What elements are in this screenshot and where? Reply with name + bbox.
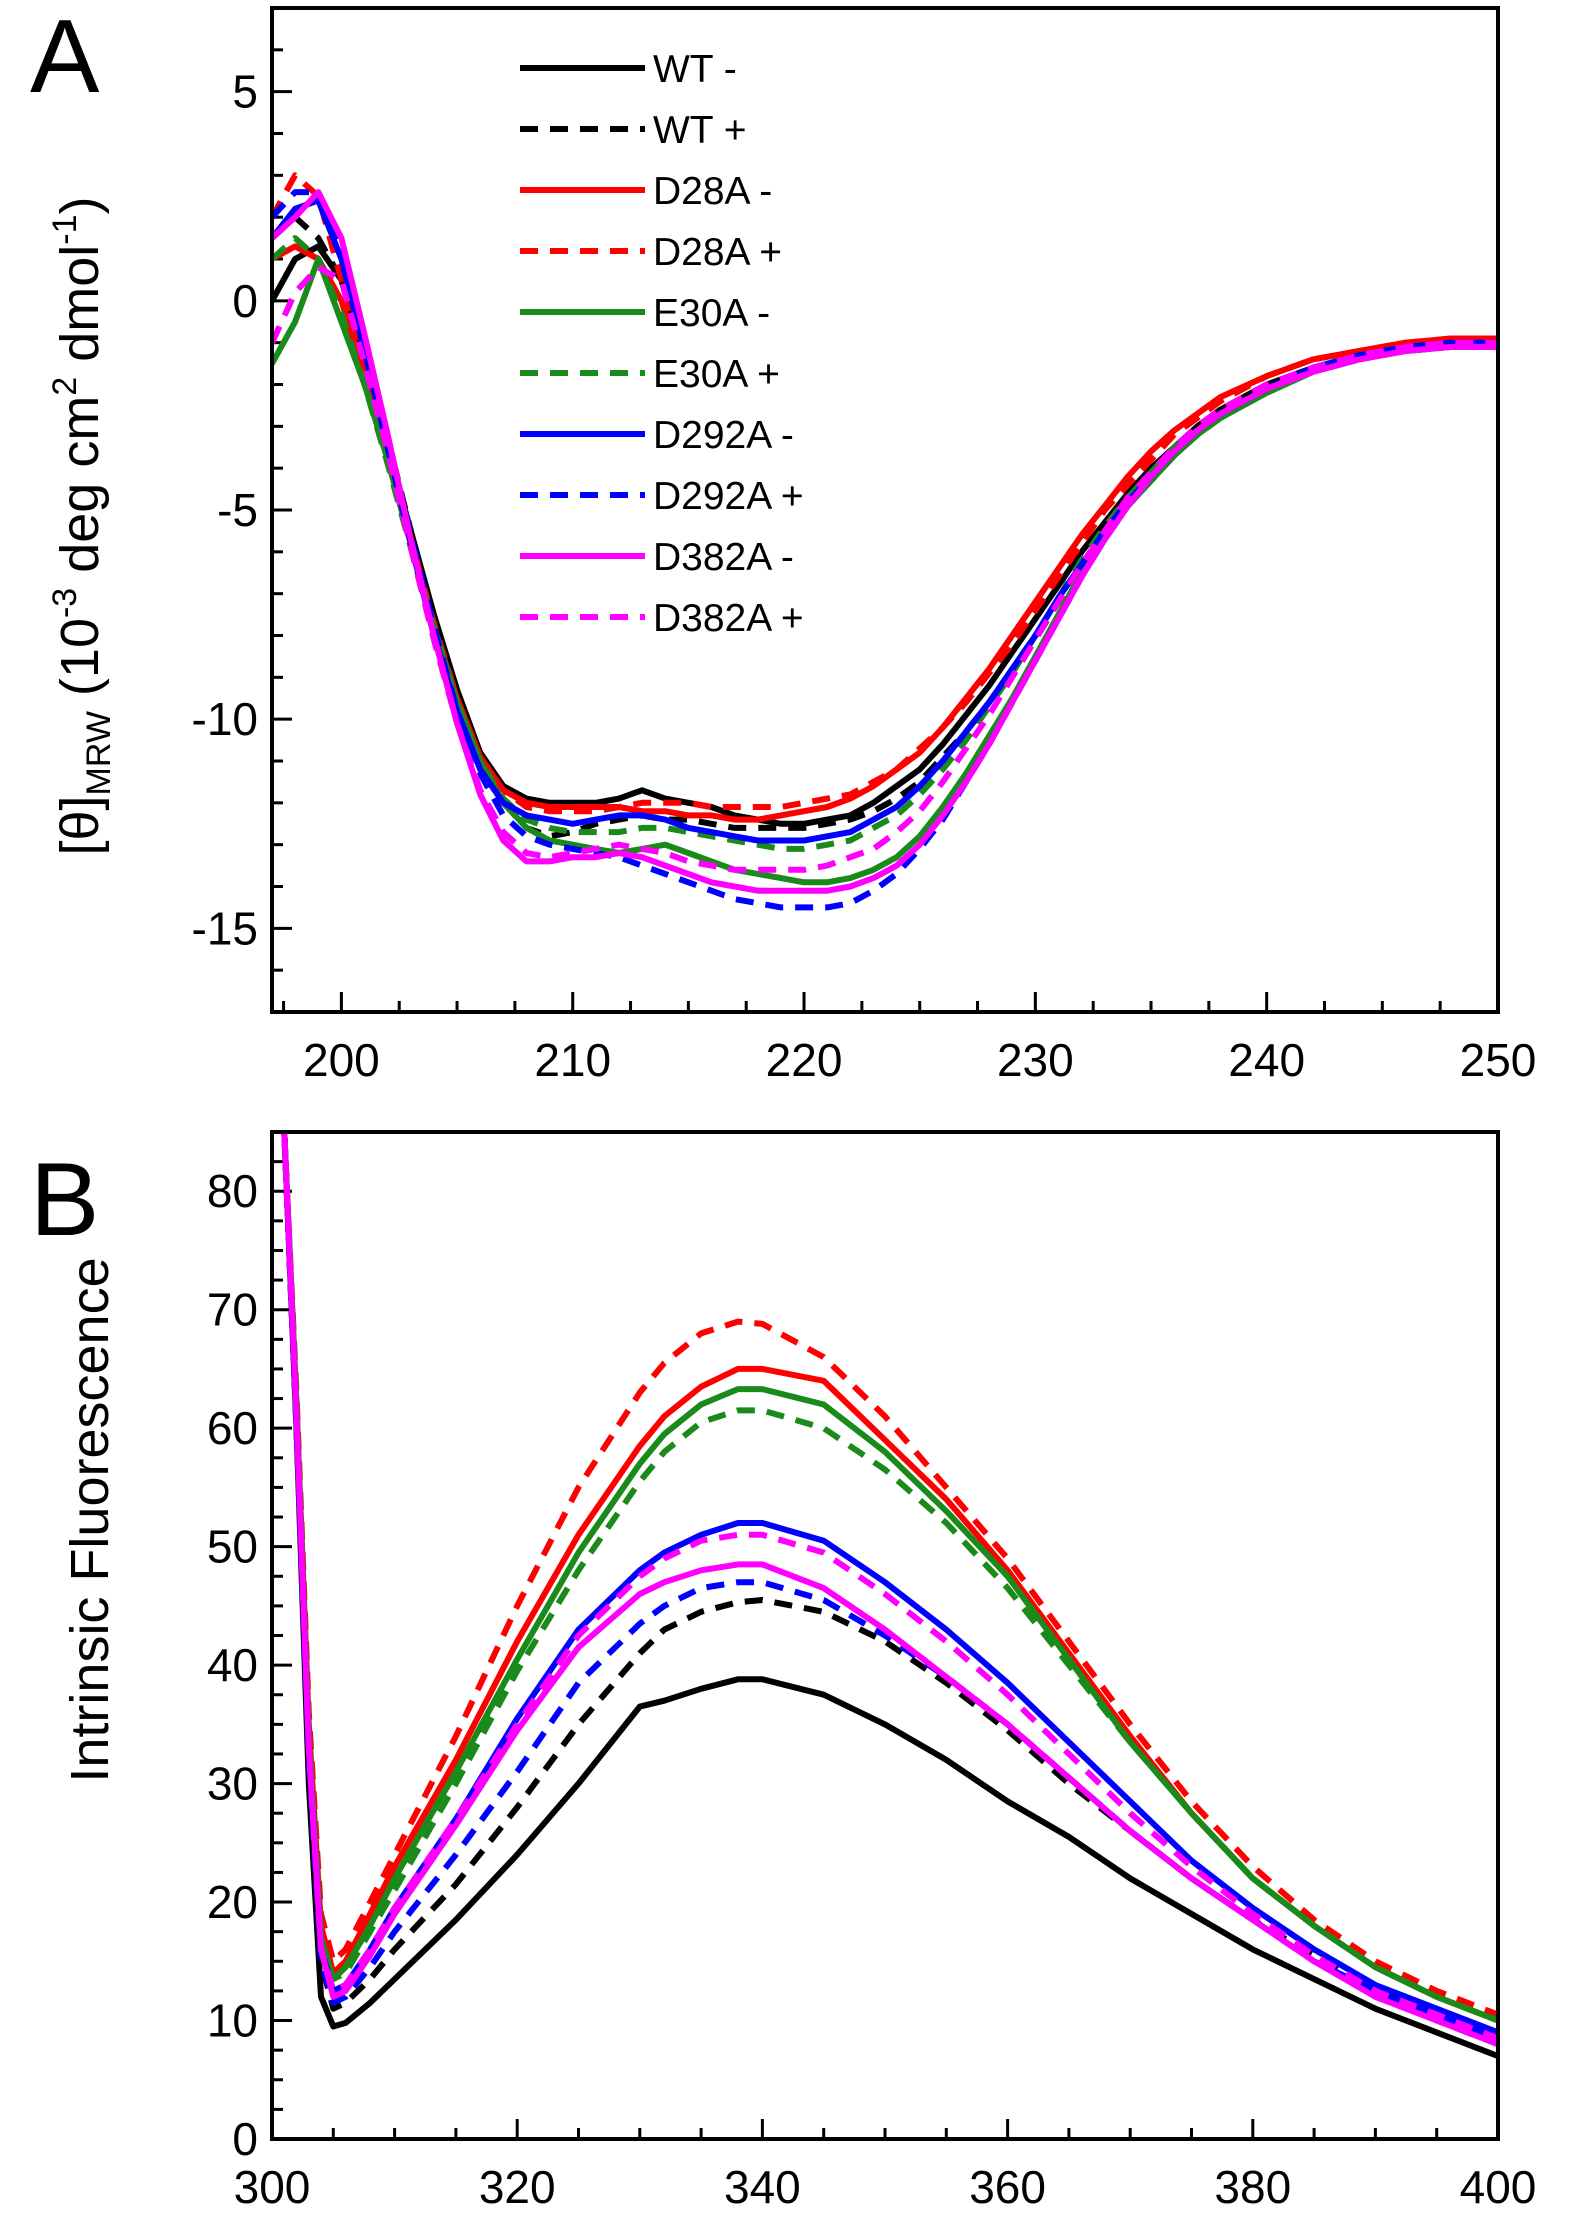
svg-text:[θ]MRW (10-3 deg cm2 dmol-1): [θ]MRW (10-3 deg cm2 dmol-1) [46,197,118,856]
panel-b-y-tick-label: 70 [207,1284,258,1336]
panel-b-series-wt-minus [281,1132,1498,2060]
panel-a-x-tick-label: 200 [303,1034,380,1086]
panel-a: A [θ]MRW (10-3 deg cm2 dmol-1) 200 210 220… [30,0,1536,1086]
panel-a-y-axis-label: [θ]MRW (10-3 deg cm2 dmol-1) [46,197,118,856]
panel-b-x-tick-label: 340 [724,2161,801,2213]
panel-b-y-tick-label: 80 [207,1165,258,1217]
panel-a-y-tick-label: 5 [232,66,258,118]
panel-a-x-tick-label: 230 [997,1034,1074,1086]
panel-b: B Intrinsic Fluorescence 300 320 340 360 380… [30,1130,1537,2213]
panel-a-series-wt-minus [272,243,1498,827]
panel-a-series-d292a-minus [272,197,1498,844]
panel-a-series-wt-plus [272,214,1498,840]
panel-b-y-tick-label: 30 [207,1758,258,1810]
panel-b-series-e30a-minus [281,1132,1498,2024]
panel-a-x-tick-label: 210 [534,1034,611,1086]
panel-a-x-tick-label: 240 [1228,1034,1305,1086]
panel-b-x-tick-label: 360 [969,2161,1046,2213]
panel-a-x-tick-label: 220 [766,1034,843,1086]
panel-b-series-d292a-plus [281,1132,1498,2042]
panel-b-y-tick-label: 40 [207,1639,258,1691]
panel-b-frame [270,1130,1500,2141]
panel-a-series-e30a-minus [272,256,1498,886]
panel-b-x-tick-label: 300 [234,2161,311,2213]
panel-a-y-tick-label: 0 [232,275,258,327]
panel-a-y-tick-label: -15 [192,902,258,954]
legend-label-wt-plus: WT + [653,109,747,152]
panel-a-axes: 200 210 220 230 240 250 5 0 -5 -10 -15 [192,6,1537,1086]
panel-a-letter: A [30,0,100,115]
panel-b-x-tick-label: 380 [1214,2161,1291,2213]
panel-a-legend: WT - WT + D28A - D28A + E30A - E30A + D292A - D… [520,48,804,640]
panel-b-series-d28a-minus [281,1132,1498,2024]
panel-b-axes: 300 320 340 360 380 400 0 10 20 30 40 50 60 70 80 [207,1130,1537,2213]
panel-a-series-d292a-plus [272,189,1498,911]
panel-b-series-d292a-minus [281,1132,1498,2036]
panel-b-series-d28a-plus [281,1132,1498,2018]
panel-b-series-d382a-plus [281,1132,1498,2042]
panel-b-y-tick-label: 50 [207,1521,258,1573]
panel-a-y-tick-label: -5 [217,484,258,536]
panel-a-x-tick-label: 250 [1460,1034,1537,1086]
panel-b-letter: B [30,1142,99,1258]
panel-a-series [272,172,1498,911]
legend-label-e30a-minus: E30A - [653,292,770,335]
panel-a-series-d28a-minus [272,243,1498,823]
panel-b-y-tick-label: 10 [207,1995,258,2047]
legend-label-d382a-plus: D382A + [653,597,804,640]
panel-b-series [281,1132,1498,2060]
legend-label-wt-minus: WT - [653,48,737,91]
legend-label-d28a-plus: D28A + [653,231,782,274]
legend-label-d292a-plus: D292A + [653,475,804,518]
legend-label-d382a-minus: D382A - [653,536,794,579]
panel-b-y-tick-label: 0 [232,2113,258,2165]
panel-b-x-tick-label: 400 [1460,2161,1537,2213]
panel-b-x-tick-label: 320 [479,2161,556,2213]
panel-a-y-tick-label: -10 [192,693,258,745]
panel-b-y-axis-label: Intrinsic Fluorescence [60,1257,120,1782]
panel-a-series-d382a-minus [272,189,1498,894]
panel-b-y-tick-label: 20 [207,1876,258,1928]
panel-b-y-tick-label: 60 [207,1402,258,1454]
panel-b-series-e30a-plus [281,1132,1498,2024]
panel-a-series-e30a-plus [272,235,1498,852]
legend-label-e30a-plus: E30A + [653,353,780,396]
legend-label-d28a-minus: D28A - [653,170,772,213]
panel-b-series-d382a-minus [281,1132,1498,2048]
panel-a-frame [270,6,1500,1014]
legend-label-d292a-minus: D292A - [653,414,794,457]
